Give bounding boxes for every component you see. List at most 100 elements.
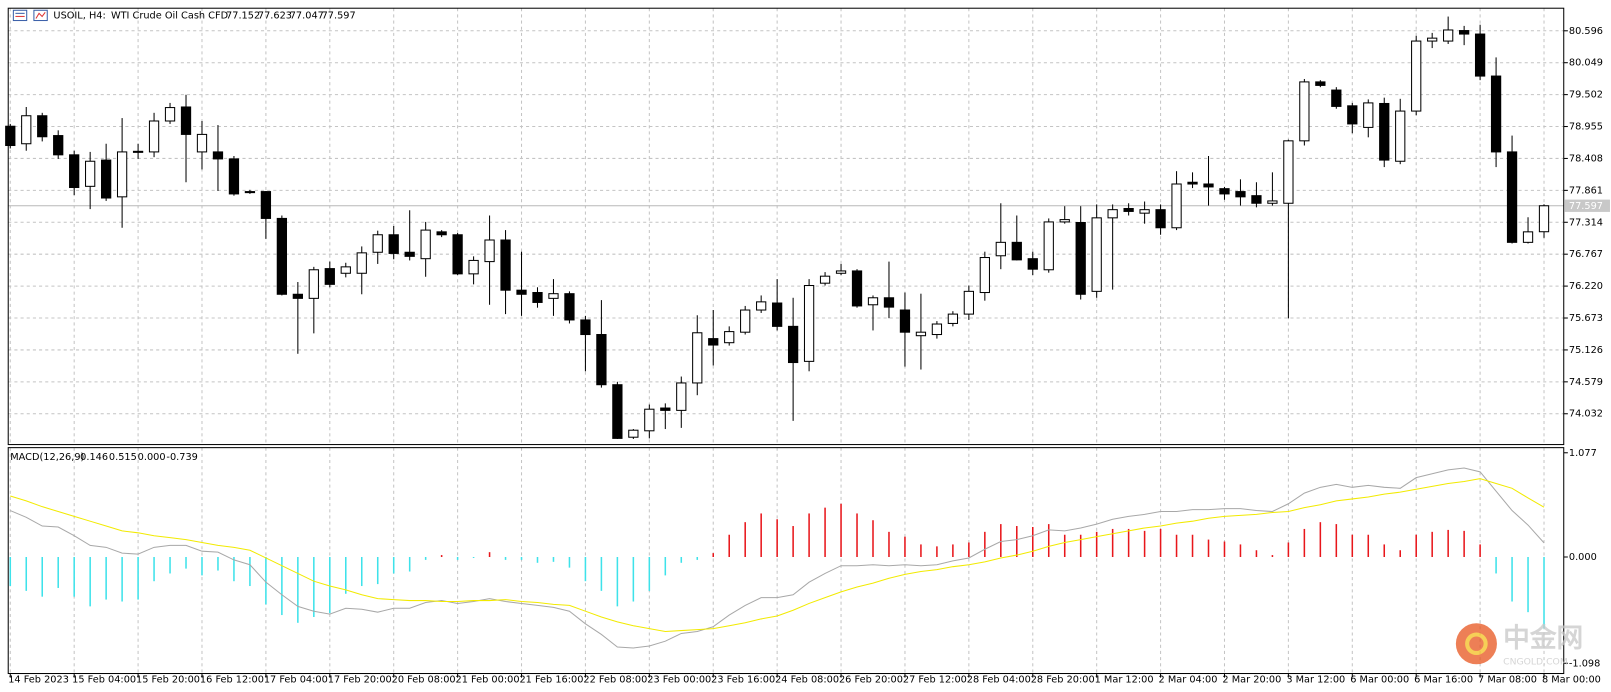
watermark: 中金网 CNGOLD.COM	[1455, 623, 1583, 668]
candle-body	[787, 325, 799, 364]
indicator-value: 0.515	[109, 452, 137, 463]
candle-body	[388, 234, 399, 254]
candle-body	[53, 135, 64, 156]
x-tick-label: 17 Feb 20:00	[328, 675, 392, 686]
candle-body	[803, 285, 815, 362]
candle-body	[1091, 217, 1102, 292]
candle-body	[116, 151, 128, 198]
candle-body	[164, 107, 176, 122]
x-tick-label: 23 Feb 00:00	[647, 675, 711, 686]
candle-body	[69, 154, 80, 189]
candle-body	[468, 259, 479, 275]
candle-body	[85, 160, 96, 187]
candle-body	[148, 120, 160, 153]
ohlc-close: 77.597	[322, 10, 356, 21]
panel-frame	[7, 7, 1565, 446]
candle-body	[1283, 140, 1294, 204]
icon	[12, 9, 28, 22]
y-tick-label: 74.579	[1569, 377, 1603, 388]
candle-body	[1506, 151, 1518, 243]
candle-body	[708, 338, 719, 346]
indicator-value: 0.146	[80, 452, 108, 463]
x-tick-label: 23 Feb 16:00	[711, 675, 775, 686]
candle-body	[500, 239, 511, 291]
x-tick-label: 7 Mar 08:00	[1478, 675, 1537, 686]
candle-body	[1139, 209, 1150, 214]
candle-body	[132, 150, 144, 153]
candle-body	[724, 331, 735, 344]
x-tick-label: 27 Feb 12:00	[903, 675, 967, 686]
candle-body	[1299, 81, 1310, 142]
candle-body	[1203, 183, 1214, 188]
candle-body	[1123, 207, 1134, 212]
candle-body	[244, 191, 256, 194]
x-tick-label: 24 Feb 08:00	[775, 675, 839, 686]
candle-body	[260, 191, 272, 219]
x-tick-label: 22 Feb 08:00	[583, 675, 647, 686]
candle-body	[628, 429, 639, 438]
candle-body	[819, 275, 831, 284]
candle-body	[516, 289, 527, 295]
candle-body	[756, 301, 767, 311]
y-tick-label: 80.596	[1569, 26, 1603, 37]
indicator-title: MACD(12,26,9)	[10, 452, 84, 463]
candle-body	[1011, 241, 1022, 261]
x-tick-label: 28 Feb 20:00	[1031, 675, 1095, 686]
candle-body	[420, 229, 431, 260]
y-tick-label: 74.032	[1569, 409, 1603, 420]
candle-body	[356, 252, 367, 274]
ohlc-low: 77.047	[290, 10, 324, 21]
watermark-url: CNGOLD.COM	[1503, 657, 1568, 668]
candle-body	[963, 290, 974, 315]
symbol: USOIL, H4:	[53, 10, 105, 21]
last-price-label: 77.597	[1569, 201, 1603, 212]
candle-body	[436, 231, 447, 236]
watermark-text: 中金网	[1503, 623, 1583, 654]
candle-body	[21, 115, 32, 145]
y-tick-label: 77.314	[1569, 217, 1603, 228]
x-tick-label: 26 Feb 20:00	[839, 675, 903, 686]
candle-body	[372, 234, 383, 253]
plot-layer: 80.596 80.049 79.502 78.955 78.408 77.861 77.3…	[5, 7, 1610, 686]
candle-body	[324, 268, 335, 285]
candle-body	[947, 313, 959, 324]
x-tick-label: 8 Mar 00:00	[1542, 675, 1601, 686]
icon	[35, 12, 46, 19]
candle-body	[212, 151, 224, 160]
candle-body	[228, 158, 240, 195]
candle-body	[644, 408, 655, 432]
ohlc-open: 77.152	[226, 10, 260, 21]
x-tick-label: 3 Mar 12:00	[1286, 675, 1345, 686]
candle-body	[1490, 75, 1502, 153]
signal-line	[10, 478, 1545, 633]
header-icons	[12, 9, 48, 22]
candle-body	[340, 266, 351, 274]
candle-body	[404, 251, 415, 257]
y-tick-label: 76.767	[1569, 249, 1603, 260]
candle-body	[308, 269, 319, 299]
candle-body	[1235, 191, 1246, 198]
y-tick-label: 0.000	[1569, 552, 1597, 563]
symbol-description: WTI Crude Oil Cash CFD	[111, 10, 228, 21]
candle-body	[1331, 89, 1342, 107]
candle-body	[276, 217, 288, 295]
candle-body	[612, 384, 623, 439]
candle-body	[1347, 105, 1358, 125]
y-tick-label: 75.126	[1569, 345, 1603, 356]
x-tick-label: 17 Feb 04:00	[264, 675, 328, 686]
x-tick-label: 16 Feb 12:00	[200, 675, 264, 686]
candle-body	[1043, 221, 1054, 271]
candle-body	[1171, 183, 1182, 229]
candle-body	[676, 382, 687, 411]
candle-body	[1027, 258, 1038, 270]
y-tick-label: 78.408	[1569, 153, 1603, 164]
y-tick-label: 78.955	[1569, 122, 1603, 133]
candle-body	[835, 270, 847, 274]
indicator-value: -0.739	[166, 452, 197, 463]
candle-body	[1427, 37, 1438, 42]
candle-body	[772, 302, 783, 327]
candle-body	[660, 407, 671, 411]
candle-body	[580, 319, 591, 336]
